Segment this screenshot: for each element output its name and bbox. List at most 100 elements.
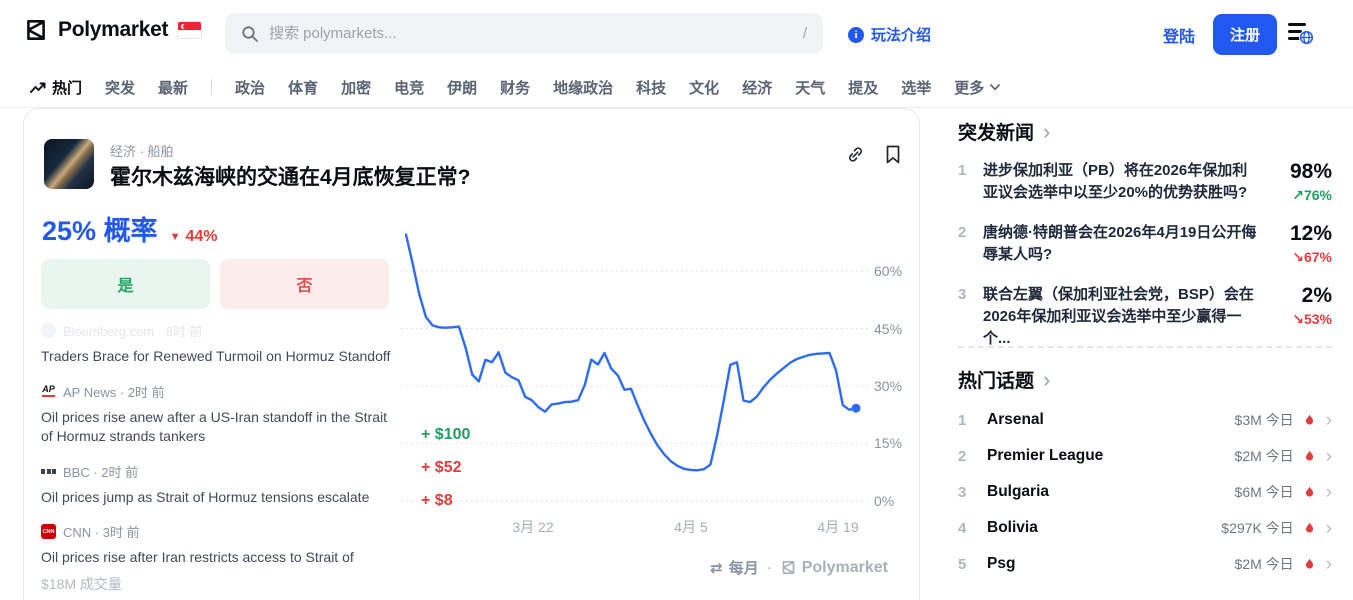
flame-icon	[1305, 450, 1313, 461]
nav-item-geopolitics[interactable]: 地缘政治	[553, 79, 614, 97]
search-shortcut-hint: /	[802, 25, 807, 42]
nav-item-culture[interactable]: 文化	[689, 79, 720, 97]
nav-item-tech[interactable]: 科技	[636, 79, 667, 97]
news-headline[interactable]: Oil prices jump as Strait of Hormuz tens…	[41, 488, 370, 505]
trending-item[interactable]: 1 Arsenal $3M 今日 ›	[958, 409, 1332, 431]
chart-watermark: Polymarket	[780, 559, 888, 577]
singapore-flag-icon	[177, 21, 203, 39]
flame-icon	[1305, 414, 1313, 425]
bookmark-button[interactable]	[885, 145, 901, 167]
chart-line	[404, 233, 858, 472]
x-axis-tick: 4月 5	[674, 519, 708, 535]
news-source: BBC · 2时 前	[41, 462, 393, 481]
nav-item-weather[interactable]: 天气	[795, 79, 826, 97]
probability-chart: 60% 45% 30% 15% 0% 3月 22 4月 5 4月 19 + $1…	[401, 221, 913, 551]
chevron-right-icon: ›	[1043, 118, 1051, 144]
search-icon	[242, 25, 258, 42]
signup-button[interactable]: 注册	[1213, 14, 1278, 55]
payout-annotation: + $52	[421, 459, 462, 476]
y-axis-tick: 60%	[874, 263, 903, 279]
nav-item-breaking[interactable]: 突发	[105, 79, 136, 97]
nav-item-economy[interactable]: 经济	[742, 79, 773, 97]
news-headline[interactable]: Oil prices rise anew after a US-Iran sta…	[41, 408, 388, 445]
nav-item-sports[interactable]: 体育	[288, 79, 319, 97]
trending-topics-heading[interactable]: 热门话题 ›	[958, 366, 1051, 392]
footer-separator: ·	[766, 559, 772, 576]
news-source: Bloomberg.com · 8时 前	[41, 321, 393, 340]
brand-logo[interactable]: Polymarket	[23, 17, 203, 43]
y-axis-tick: 45%	[874, 321, 903, 337]
nav-item-trending[interactable]: 热门	[30, 77, 82, 98]
flame-icon	[1305, 522, 1313, 533]
cnn-favicon: CNN	[41, 524, 56, 540]
nav-item-mentions[interactable]: 提及	[848, 79, 879, 97]
payout-annotation: + $8	[421, 492, 453, 509]
info-icon: i	[848, 26, 864, 43]
market-card: 经济 · 船舶 霍尔木兹海峡的交通在4月底恢复正常? 25% 概率 ▼ 44% …	[23, 108, 920, 600]
breaking-news-heading[interactable]: 突发新闻 ›	[958, 118, 1051, 144]
volume-label: $18M 成交量	[41, 575, 122, 592]
y-axis-tick: 15%	[874, 435, 903, 451]
how-it-works-link[interactable]: i 玩法介绍	[848, 24, 931, 45]
trending-item[interactable]: 2 Premier League $2M 今日 ›	[958, 445, 1332, 467]
breaking-delta: ↗76%	[1292, 187, 1332, 203]
breaking-item[interactable]: 2 唐纳德·特朗普会在2026年4月19日公开侮辱某人吗? 12% ↘67%	[958, 222, 1332, 265]
chevron-right-icon: ›	[1325, 553, 1332, 575]
market-title[interactable]: 霍尔木兹海峡的交通在4月底恢复正常?	[110, 166, 471, 189]
link-icon	[849, 147, 862, 162]
news-headline[interactable]: Traders Brace for Renewed Turmoil on Hor…	[41, 348, 391, 364]
market-thumbnail	[44, 139, 94, 189]
chevron-right-icon: ›	[1325, 445, 1332, 467]
nav-item-esports[interactable]: 电竞	[394, 79, 425, 97]
chart-canvas	[401, 233, 871, 502]
how-it-works-label: 玩法介绍	[871, 27, 932, 44]
bloomberg-favicon	[41, 323, 56, 338]
search-bar[interactable]: /	[225, 13, 823, 54]
news-source: CNN CNN · 3时 前	[41, 524, 140, 541]
x-axis-tick: 3月 22	[512, 519, 554, 535]
nav-item-crypto[interactable]: 加密	[341, 79, 372, 97]
news-headline[interactable]: Oil prices rise after Iran restricts acc…	[41, 549, 354, 566]
sidebar-divider	[958, 346, 1332, 348]
nav-item-iran[interactable]: 伊朗	[447, 79, 478, 97]
search-input[interactable]	[269, 25, 793, 42]
ap-news-favicon: AP	[41, 383, 56, 399]
menu-globe-icon[interactable]	[1288, 21, 1314, 47]
down-triangle-icon: ▼	[169, 231, 181, 243]
trending-item[interactable]: 3 Bulgaria $6M 今日 ›	[958, 481, 1332, 503]
nav-item-new[interactable]: 最新	[158, 79, 189, 97]
chevron-down-icon	[990, 83, 1001, 90]
globe-icon	[1299, 30, 1314, 45]
chevron-right-icon: ›	[1043, 366, 1051, 392]
breaking-delta: ↘67%	[1292, 249, 1332, 265]
nav-divider	[211, 79, 213, 95]
nav-item-finance[interactable]: 财务	[500, 79, 531, 97]
nav-item-elections[interactable]: 选举	[901, 79, 932, 97]
buy-no-button[interactable]: 否	[220, 259, 389, 309]
copy-link-button[interactable]	[846, 145, 865, 167]
nav-item-politics[interactable]: 政治	[235, 79, 266, 97]
login-button[interactable]: 登陆	[1163, 23, 1195, 47]
breaking-item[interactable]: 1 进步保加利亚（PB）将在2026年保加利亚议会选举中以至少20%的优势获胜吗…	[958, 160, 1332, 203]
y-axis-tick: 0%	[874, 493, 895, 509]
buy-yes-button[interactable]: 是	[41, 259, 210, 309]
flame-icon	[1305, 558, 1313, 569]
news-source: AP AP News · 2时 前	[41, 383, 165, 400]
flame-icon	[1305, 486, 1313, 497]
market-category: 经济 · 船舶	[110, 144, 174, 159]
trending-item[interactable]: 4 Bolivia $297K 今日 ›	[958, 517, 1332, 539]
nav-item-more[interactable]: 更多	[954, 77, 1001, 98]
category-nav: 热门 突发 最新 政治 体育 加密 电竞 伊朗 财务 地缘政治 科技 文化 经济…	[0, 67, 1353, 108]
bbc-favicon	[41, 464, 56, 479]
interval-selector[interactable]: ⇄ 每月	[710, 559, 759, 578]
trend-icon	[30, 82, 46, 93]
chevron-right-icon: ›	[1325, 517, 1332, 539]
refresh-icon: ⇄	[710, 559, 723, 577]
trending-item[interactable]: 5 Psg $2M 今日 ›	[958, 553, 1332, 575]
brand-name: Polymarket	[58, 18, 169, 41]
y-axis-tick: 30%	[874, 378, 903, 394]
probability-value: 25% 概率	[42, 216, 158, 246]
x-axis-tick: 4月 19	[817, 519, 859, 535]
breaking-item[interactable]: 3 联合左翼（保加利亚社会党，BSP）会在2026年保加利亚议会选举中至少赢得一…	[958, 284, 1332, 347]
chevron-right-icon: ›	[1325, 409, 1332, 431]
